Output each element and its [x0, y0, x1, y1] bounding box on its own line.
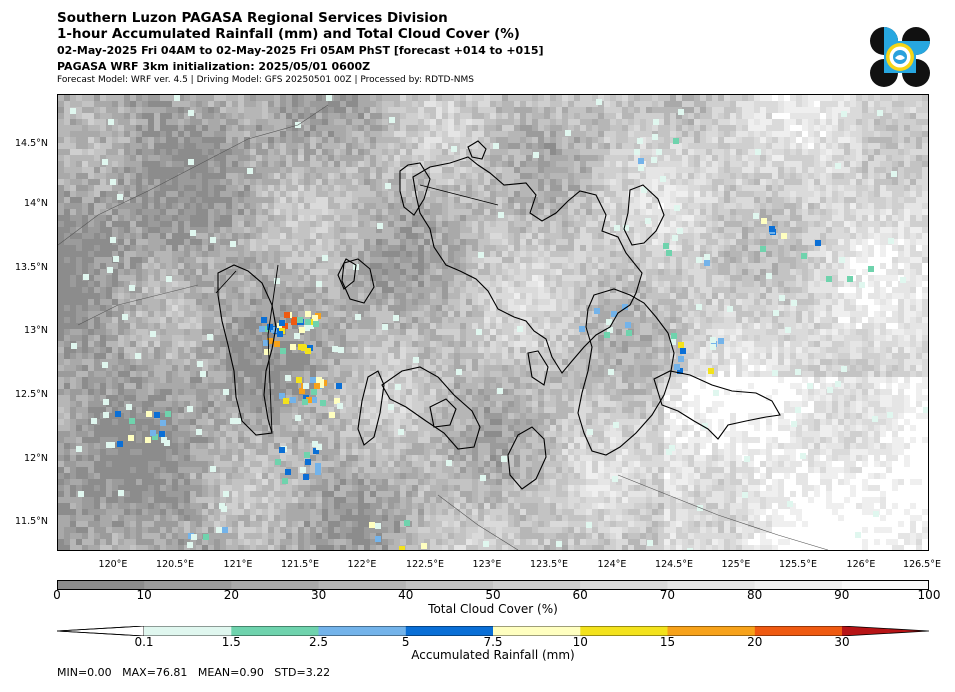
cloud-cover-tick: 0 — [53, 588, 61, 602]
cloud-cover-swatch — [231, 580, 320, 590]
lon-tick-126-5: 126.5°E — [903, 559, 941, 570]
rainfall-label: Accumulated Rainfall (mm) — [411, 648, 575, 662]
rainfall-tick: 5 — [401, 635, 410, 649]
lon-tick-125-5: 125.5°E — [779, 559, 817, 570]
cloud-cover-tick: 90 — [834, 588, 850, 602]
rainfall-tick: 30 — [834, 635, 850, 649]
lon-tick-120-5: 120.5°E — [156, 559, 194, 570]
rainfall-extend-max — [842, 626, 929, 636]
rainfall-layer — [70, 95, 928, 550]
cloud-cover-tick: 70 — [659, 588, 676, 602]
pagasa-logo — [870, 27, 930, 87]
rainfall-colorbar — [57, 626, 930, 636]
lon-tick-125: 125°E — [721, 559, 751, 570]
cloud-cover-swatch — [841, 580, 930, 590]
rainfall-extend-min — [57, 626, 145, 636]
cloud-cover-tick: 80 — [746, 588, 763, 602]
rainfall-swatch — [580, 626, 669, 636]
rainfall-tick: 15 — [659, 635, 676, 649]
cloud-cover-tick: 10 — [136, 588, 152, 602]
rainfall-swatch — [318, 626, 407, 636]
cloud-cover-tick: 30 — [310, 588, 327, 602]
cloud-cover-tick: 40 — [398, 588, 414, 602]
cloud-cover-swatch — [57, 580, 145, 590]
cloud-cover-swatch — [144, 580, 232, 590]
lat-tick-11-5: 11.5°N — [14, 516, 48, 527]
admin-boundaries — [215, 184, 499, 434]
lon-tick-126: 126°E — [846, 559, 876, 570]
rainfall-cloud-map — [57, 94, 929, 551]
rainfall-tick: 10 — [572, 635, 588, 649]
cloud-cover-swatch — [667, 580, 756, 590]
rainfall-tick: 2.5 — [308, 635, 329, 649]
cloud-cover-tick: 50 — [485, 588, 501, 602]
coastlines — [217, 140, 781, 490]
map-canvas — [58, 95, 928, 550]
cloud-cover-colorbar — [57, 580, 930, 590]
model-info: Forecast Model: WRF ver. 4.5 | Driving M… — [57, 75, 474, 85]
lat-tick-12-5: 12.5°N — [14, 389, 48, 400]
rainfall-tick: 0.1 — [134, 635, 154, 649]
cloud-cover-layer — [58, 95, 928, 550]
rainfall-swatch — [405, 626, 494, 636]
title-region: Southern Luzon PAGASA Regional Services … — [57, 10, 448, 26]
title-initialization: PAGASA WRF 3km initialization: 2025/05/0… — [57, 60, 371, 73]
thin-outlines — [58, 104, 829, 550]
cloud-cover-swatch — [493, 580, 581, 590]
rainfall-swatch — [144, 626, 232, 636]
lat-tick-13: 13°N — [24, 325, 48, 336]
title-valid-time: 02-May-2025 Fri 04AM to 02-May-2025 Fri … — [57, 44, 544, 57]
lon-tick-121-5: 121.5°E — [281, 559, 319, 570]
lon-tick-123: 123°E — [472, 559, 502, 570]
lat-tick-12: 12°N — [24, 453, 48, 464]
lat-tick-13-5: 13.5°N — [14, 262, 48, 273]
title-product: 1-hour Accumulated Rainfall (mm) and Tot… — [57, 26, 520, 42]
lon-tick-122-5: 122.5°E — [406, 559, 444, 570]
cloud-cover-tick: 60 — [572, 588, 588, 602]
lon-tick-124-5: 124.5°E — [655, 559, 693, 570]
rainfall-swatch — [667, 626, 756, 636]
cloud-cover-tick: 100 — [917, 588, 941, 602]
rainfall-swatch — [493, 626, 581, 636]
lon-tick-123-5: 123.5°E — [530, 559, 568, 570]
cloud-cover-swatch — [754, 580, 843, 590]
statistics-line: MIN=0.00 MAX=76.81 MEAN=0.90 STD=3.22 — [57, 666, 331, 679]
cloud-cover-swatch — [405, 580, 494, 590]
lat-tick-14-5: 14.5°N — [14, 138, 48, 149]
rainfall-tick: 20 — [747, 635, 763, 649]
lon-tick-124: 124°E — [597, 559, 627, 570]
cloud-cover-swatch — [580, 580, 668, 590]
lon-tick-121: 121°E — [223, 559, 253, 570]
cloud-cover-tick: 20 — [223, 588, 240, 602]
lon-tick-120: 120°E — [98, 559, 128, 570]
rainfall-swatch — [754, 626, 843, 636]
rainfall-swatch — [231, 626, 320, 636]
cloud-cover-swatch — [318, 580, 407, 590]
cloud-cover-label: Total Cloud Cover (%) — [428, 602, 558, 616]
lon-tick-122: 122°E — [347, 559, 377, 570]
rainfall-tick: 7.5 — [483, 635, 503, 649]
rainfall-tick: 1.5 — [221, 635, 241, 649]
lat-tick-14: 14°N — [24, 198, 48, 209]
